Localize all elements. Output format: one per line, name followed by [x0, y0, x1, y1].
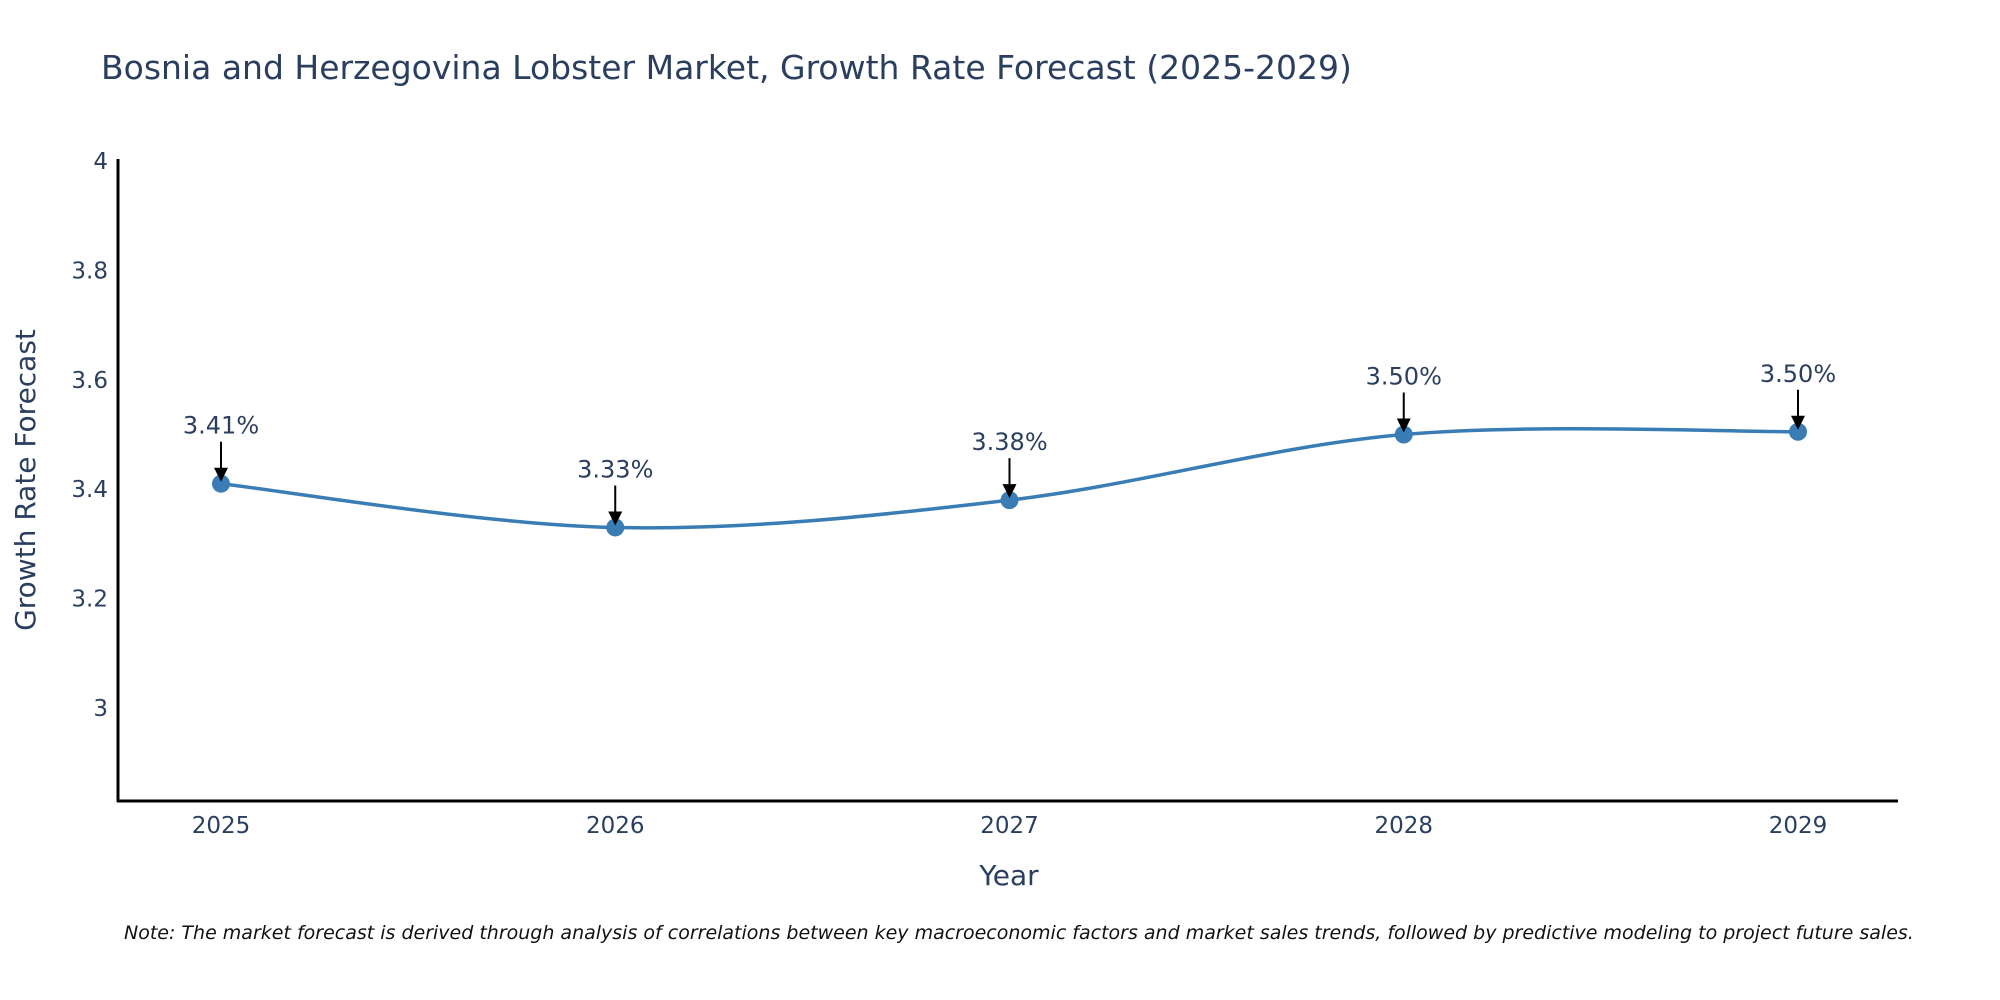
annotation-label: 3.38% — [971, 428, 1047, 456]
annotation-label: 3.33% — [577, 455, 653, 483]
x-tick-label: 2026 — [586, 813, 645, 839]
arrow-head-icon — [1396, 418, 1411, 433]
y-tick-label: 3.6 — [71, 368, 108, 394]
x-tick-label: 2025 — [192, 813, 251, 839]
y-tick-label: 3 — [93, 696, 108, 722]
annotation-label: 3.50% — [1760, 360, 1836, 388]
data-point — [1394, 425, 1413, 444]
y-tick-label: 3.2 — [71, 587, 108, 613]
data-point — [212, 474, 230, 493]
y-tick-label: 4 — [93, 149, 108, 175]
x-axis-title: Year — [978, 859, 1039, 892]
footnote: Note: The market forecast is derived thr… — [124, 922, 1914, 944]
annotation-label: 3.41% — [183, 412, 259, 440]
x-tick-label: 2027 — [980, 813, 1039, 839]
y-tick-label: 3.8 — [71, 258, 108, 284]
annotation-label: 3.50% — [1366, 363, 1442, 391]
data-points — [212, 422, 1807, 537]
x-tick-label: 2029 — [1769, 813, 1828, 839]
y-axis-ticks: 3 3.2 3.4 3.6 3.8 4 — [71, 149, 108, 722]
data-point — [1000, 491, 1019, 510]
chart-title: Bosnia and Herzegovina Lobster Market, G… — [101, 48, 1352, 87]
arrow-head-icon — [1791, 415, 1805, 430]
y-tick-label: 3.4 — [71, 477, 108, 503]
arrow-head-icon — [608, 511, 623, 526]
data-point — [606, 518, 625, 537]
y-axis-title: Growth Rate Forecast — [9, 329, 42, 631]
arrow-head-icon — [1002, 484, 1017, 499]
x-tick-label: 2028 — [1374, 813, 1433, 839]
data-annotations: 3.41% 3.33% 3.38% 3.50% 3.50% — [183, 360, 1836, 526]
arrow-head-icon — [214, 467, 228, 482]
x-axis-ticks: 2025 2026 2027 2028 2029 — [192, 813, 1828, 839]
data-point — [1789, 422, 1807, 441]
